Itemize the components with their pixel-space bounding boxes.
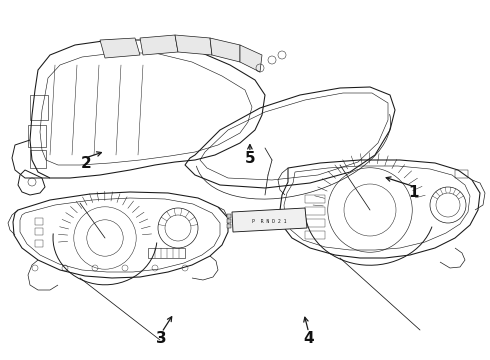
Polygon shape — [175, 35, 212, 55]
Polygon shape — [240, 45, 262, 72]
Polygon shape — [227, 224, 231, 228]
Text: 3: 3 — [156, 331, 167, 346]
Polygon shape — [232, 208, 307, 232]
Polygon shape — [210, 38, 240, 62]
Text: 5: 5 — [245, 151, 255, 166]
Polygon shape — [140, 35, 178, 55]
Text: 1: 1 — [409, 185, 419, 200]
Polygon shape — [100, 38, 140, 58]
Polygon shape — [227, 214, 231, 218]
Text: 4: 4 — [303, 331, 314, 346]
Polygon shape — [227, 219, 231, 223]
Text: 2: 2 — [80, 156, 91, 171]
Text: P  R N D 2 1: P R N D 2 1 — [252, 219, 286, 224]
